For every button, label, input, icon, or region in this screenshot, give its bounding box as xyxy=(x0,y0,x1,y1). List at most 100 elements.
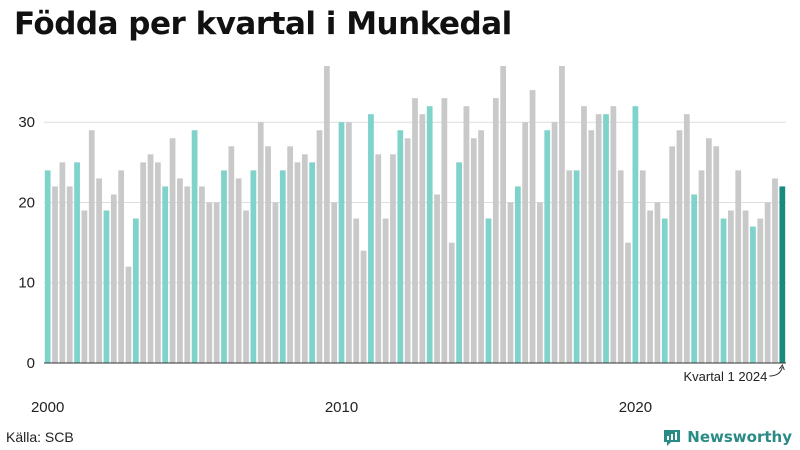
bar xyxy=(52,186,58,363)
bar xyxy=(147,154,154,363)
bar xyxy=(544,130,551,363)
bar xyxy=(265,146,271,363)
bar xyxy=(647,210,653,363)
bar xyxy=(96,178,102,363)
bar xyxy=(287,146,293,363)
bar xyxy=(250,170,257,363)
bar xyxy=(397,130,404,363)
bar xyxy=(492,98,499,363)
bar xyxy=(132,218,139,363)
x-tick-label: 2020 xyxy=(619,399,652,416)
bar xyxy=(235,178,242,363)
bar xyxy=(88,130,95,363)
bar xyxy=(221,170,227,363)
bar xyxy=(632,106,639,363)
bar xyxy=(338,122,345,364)
bar xyxy=(603,114,609,364)
bar xyxy=(228,146,235,363)
bar xyxy=(448,242,455,363)
bar xyxy=(346,122,352,364)
bar xyxy=(617,170,624,363)
bar xyxy=(66,186,73,363)
bar xyxy=(441,98,448,363)
bar xyxy=(169,138,176,363)
bar xyxy=(213,202,220,363)
bar xyxy=(103,210,110,363)
bar xyxy=(59,162,66,363)
bar xyxy=(309,162,316,363)
bar xyxy=(118,170,125,363)
bar xyxy=(184,186,191,363)
bar xyxy=(691,194,698,363)
bar xyxy=(419,114,426,364)
bar xyxy=(514,186,521,363)
bar xyxy=(764,202,771,363)
bar xyxy=(155,162,161,363)
bar xyxy=(500,66,507,363)
newsworthy-logo-icon xyxy=(664,430,681,446)
bar xyxy=(412,98,418,363)
bar xyxy=(243,210,249,363)
bar xyxy=(713,146,720,363)
bar xyxy=(551,122,558,364)
bar xyxy=(125,266,132,363)
y-tick-label: 0 xyxy=(27,355,35,372)
bar xyxy=(44,170,51,363)
brand-logo: Newsworthy xyxy=(662,426,792,448)
bars xyxy=(44,66,786,364)
bar xyxy=(177,178,183,363)
bar xyxy=(353,218,360,363)
bar xyxy=(390,154,396,363)
bar xyxy=(110,194,117,363)
bar xyxy=(426,106,433,363)
bar xyxy=(750,226,756,363)
bar xyxy=(382,218,389,363)
bar xyxy=(316,130,323,363)
bar xyxy=(676,130,683,363)
bar xyxy=(272,202,279,363)
bar xyxy=(595,114,602,364)
bar xyxy=(625,242,631,363)
bar xyxy=(463,106,470,363)
bar xyxy=(478,130,484,363)
bar xyxy=(323,66,330,363)
bar xyxy=(720,218,727,363)
bar xyxy=(294,162,301,363)
bar xyxy=(368,114,374,364)
bar xyxy=(206,202,213,363)
bar xyxy=(360,250,367,363)
chart-title: Födda per kvartal i Munkedal xyxy=(14,6,512,42)
bar xyxy=(742,210,749,363)
bar xyxy=(661,218,668,363)
bar xyxy=(537,202,543,363)
bar xyxy=(669,146,676,363)
bar xyxy=(331,202,338,363)
bar xyxy=(199,186,205,363)
bar xyxy=(434,194,440,363)
bar xyxy=(301,154,308,363)
bar xyxy=(772,178,778,363)
y-tick-label: 10 xyxy=(18,275,35,292)
bar xyxy=(573,170,580,363)
bar xyxy=(485,218,492,363)
bar xyxy=(470,138,477,363)
bar xyxy=(375,154,382,363)
bar xyxy=(279,170,286,363)
bar xyxy=(566,170,573,363)
x-tick-labels: 2000 2010 2020 xyxy=(31,399,652,416)
bar xyxy=(639,170,646,363)
bar xyxy=(456,162,462,363)
bar xyxy=(529,90,536,364)
bar xyxy=(757,218,764,363)
source-note: Källa: SCB xyxy=(6,429,74,445)
bar xyxy=(705,138,712,363)
bar xyxy=(257,122,264,364)
bar xyxy=(522,122,529,364)
y-tick-label: 20 xyxy=(18,194,35,211)
bar xyxy=(654,202,661,363)
y-tick-labels: 0 10 20 30 xyxy=(18,114,35,372)
annotation-label: Kvartal 1 2024 xyxy=(683,369,767,384)
bar xyxy=(140,162,147,363)
bar xyxy=(610,106,617,363)
